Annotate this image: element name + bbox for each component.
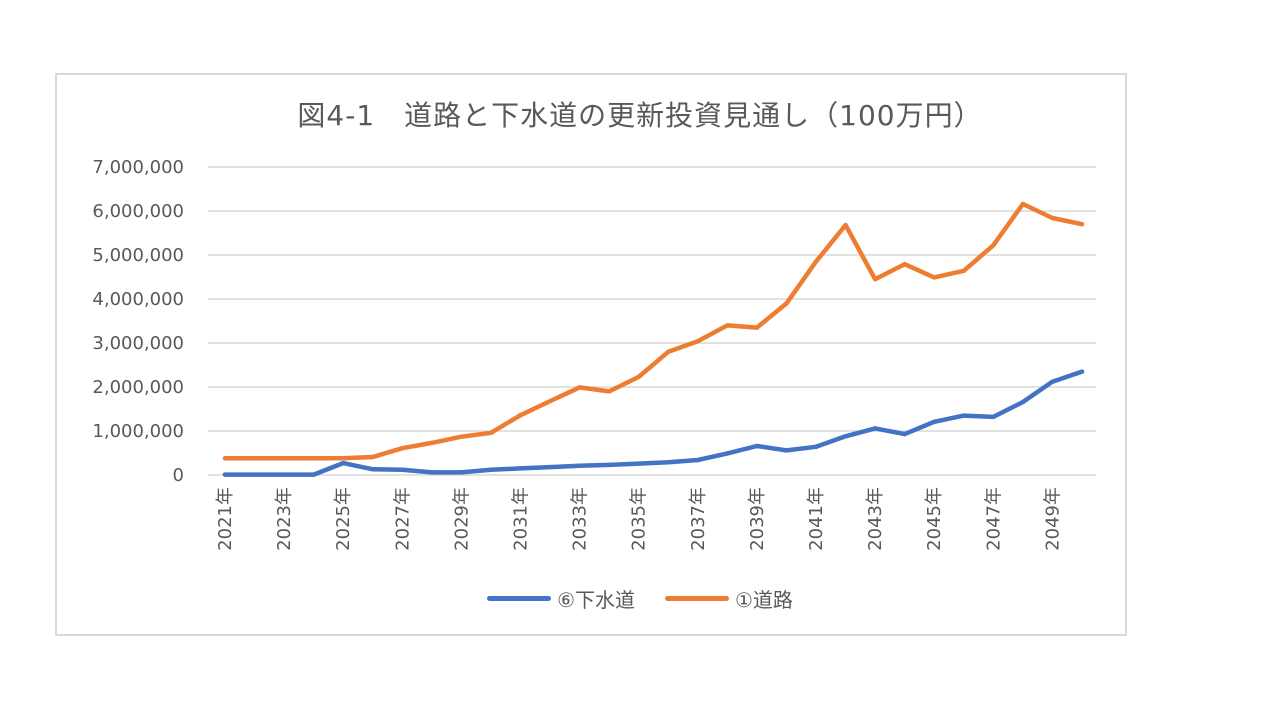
data-point-sewer [961,413,966,418]
x-tick-label: 2035年 [629,487,650,551]
legend-label-sewer: ⑥下水道 [557,588,635,612]
data-point-road [1050,215,1055,221]
data-point-sewer [547,464,553,470]
data-point-sewer [341,460,346,466]
x-tick-label: 2043年 [865,487,886,551]
y-tick-label: 2,000,000 [92,377,184,398]
data-point-road [902,262,907,267]
data-point-sewer [666,460,671,465]
data-point-sewer [1079,369,1085,374]
x-tick-label: 2045年 [924,487,945,551]
x-tick-label: 2047年 [983,487,1004,551]
data-point-road [813,259,819,264]
data-point-road [429,440,435,446]
data-point-road [488,430,494,435]
series-line-sewer [222,369,1085,477]
data-point-road [725,323,730,328]
legend-label-road: ①道路 [735,588,793,612]
data-point-road [636,374,641,380]
data-point-sewer [843,434,848,439]
x-tick-label: 2029年 [451,487,472,551]
legend-swatch-road [665,596,729,601]
data-point-sewer [872,426,878,431]
data-point-road [547,398,553,404]
data-point-sewer [636,461,641,466]
data-point-road [1079,222,1085,227]
x-tick-label: 2033年 [570,487,591,551]
legend-item-road: ①道路 [665,584,793,613]
data-point-sewer [429,470,435,475]
data-point-sewer [695,457,701,463]
x-tick-label: 2021年 [215,487,236,551]
data-point-road [341,456,346,461]
data-point-road [666,349,671,354]
x-tick-label: 2023年 [274,487,295,551]
data-point-sewer [902,431,907,437]
legend-swatch-sewer [487,596,552,601]
x-tick-label: 2037年 [688,487,709,551]
data-point-sewer [813,444,819,450]
data-point-road [459,434,464,439]
x-tick-label: 2039年 [747,487,768,551]
data-point-sewer [754,443,760,449]
data-point-road [872,277,878,282]
x-tick-label: 2031年 [511,487,532,551]
data-point-road [370,454,375,460]
data-point-road [606,389,612,394]
y-tick-label: 0 [173,465,184,486]
data-point-sewer [784,448,789,453]
data-point-sewer [281,472,287,477]
data-point-road [577,385,582,390]
x-tick-label: 2027年 [392,487,413,551]
data-point-sewer [725,451,730,456]
data-point-sewer [577,463,582,468]
data-point-sewer [370,467,375,472]
data-point-road [1020,201,1026,207]
data-point-road [932,275,937,280]
data-point-sewer [222,472,228,477]
chart-title: 図4-1 道路と下水道の更新投資見通し（100万円） [297,99,983,132]
data-point-road [252,456,257,461]
data-point-road [961,268,966,274]
data-point-road [754,325,760,330]
data-point-road [695,339,701,344]
y-tick-label: 3,000,000 [92,333,184,354]
data-point-sewer [991,414,996,420]
data-point-sewer [488,467,494,472]
y-tick-label: 7,000,000 [92,157,184,178]
data-point-road [843,222,848,228]
series-line-road [222,201,1085,461]
data-point-road [281,456,287,461]
x-tick-label: 2049年 [1042,487,1063,551]
data-point-sewer [311,472,316,477]
data-point-road [991,243,996,248]
data-point-road [518,412,523,418]
data-point-sewer [400,467,405,472]
y-tick-label: 1,000,000 [92,421,184,442]
data-point-sewer [1020,399,1026,405]
x-tick-label: 2041年 [806,487,827,551]
data-point-sewer [459,470,464,475]
data-point-sewer [518,466,523,471]
data-point-sewer [1050,379,1055,384]
data-point-road [400,445,405,451]
data-point-sewer [932,419,937,424]
x-tick-label: 2025年 [333,487,354,551]
data-point-road [784,301,789,306]
legend: ⑥下水道 ①道路 [0,584,1280,613]
y-tick-label: 6,000,000 [92,201,184,222]
y-tick-label: 4,000,000 [92,289,184,310]
data-point-sewer [252,472,257,477]
data-point-sewer [606,462,612,468]
legend-item-sewer: ⑥下水道 [487,584,635,613]
y-tick-label: 5,000,000 [92,245,184,266]
data-point-road [311,456,316,461]
data-point-road [222,456,228,461]
